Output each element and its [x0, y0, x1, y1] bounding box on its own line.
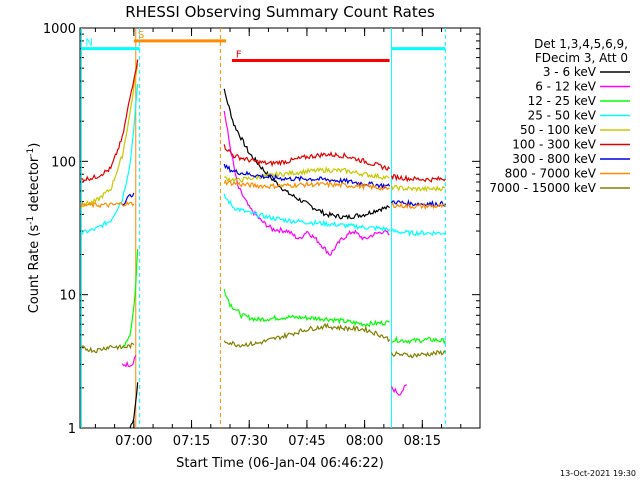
- legend: Det 1,3,4,5,6,9,FDecim 3, Att 03 - 6 keV…: [489, 37, 630, 195]
- annotation-label: F: [236, 50, 242, 61]
- y-axis-label-main: Count Rate (s: [27, 225, 42, 314]
- y-tick-label: 10: [59, 289, 76, 304]
- legend-entry-label: 100 - 300 keV: [512, 138, 596, 152]
- series-line: [223, 144, 391, 172]
- series-line: [391, 228, 446, 238]
- series-line: [81, 83, 139, 235]
- series-line: [390, 198, 446, 208]
- series-line: [80, 342, 135, 354]
- y-tick-label: 1000: [43, 22, 76, 37]
- y-axis-label-close: ): [27, 143, 42, 148]
- series-line: [223, 166, 390, 184]
- x-tick-label: 07:45: [288, 434, 325, 449]
- x-axis-label: Start Time (06-Jan-04 06:46:22): [176, 456, 384, 471]
- legend-entry-label: 6 - 12 keV: [535, 80, 597, 94]
- legend-header: Det 1,3,4,5,6,9,: [534, 37, 628, 51]
- y-axis-label: Count Rate (s-1 detector-1): [26, 143, 42, 314]
- legend-header: FDecim 3, Att 0: [535, 51, 628, 65]
- legend-entry-label: 12 - 25 keV: [528, 94, 597, 108]
- series-line: [390, 384, 407, 396]
- series-line: [390, 173, 446, 183]
- x-tick-label: 07:15: [173, 434, 210, 449]
- series-group: [80, 59, 446, 428]
- series-line: [122, 192, 135, 206]
- series-line: [223, 322, 391, 348]
- series-line: [391, 335, 446, 345]
- series-line: [390, 349, 446, 359]
- series-line: [121, 355, 137, 368]
- y-tick-label: 1: [68, 422, 76, 437]
- y-axis-label-tail: detector: [27, 156, 42, 216]
- y-tick-label: 100: [51, 155, 76, 170]
- series-line: [223, 110, 390, 257]
- series-line: [223, 88, 390, 220]
- plot-frame: [79, 27, 481, 429]
- legend-entry-label: 50 - 100 keV: [520, 123, 597, 137]
- x-tick-label: 08:15: [404, 434, 441, 449]
- series-line: [223, 193, 391, 233]
- x-tick-label: 07:00: [115, 434, 152, 449]
- footer-timestamp: 13-Oct-2021 19:30: [560, 469, 636, 478]
- annotation-label: S: [138, 30, 144, 41]
- series-line: [80, 63, 139, 208]
- legend-entry-label: 800 - 7000 keV: [505, 167, 597, 181]
- series-line: [223, 289, 390, 328]
- annotation-label: N: [85, 38, 92, 49]
- plot-area: 1 10 100 1000 07:00 07:15 07:30 07:45 08:00 08:15…: [43, 22, 481, 449]
- series-line: [80, 200, 135, 209]
- legend-entry-label: 300 - 800 keV: [512, 152, 596, 166]
- series-line: [390, 184, 446, 193]
- series-line: [129, 382, 139, 428]
- legend-entry-label: 7000 - 15000 keV: [489, 181, 596, 195]
- series-line: [81, 59, 139, 183]
- series-line: [223, 179, 390, 192]
- series-line: [121, 248, 139, 348]
- series-line: [391, 201, 446, 211]
- y-axis-label-sup: -1: [26, 216, 36, 225]
- chart-title: RHESSI Observing Summary Count Rates: [125, 3, 435, 21]
- legend-entry-label: 25 - 50 keV: [528, 109, 597, 123]
- x-tick-label: 08:00: [346, 434, 383, 449]
- y-axis-label-sup2: -1: [26, 148, 36, 157]
- legend-entry-label: 3 - 6 keV: [543, 65, 597, 79]
- x-tick-label: 07:30: [230, 434, 267, 449]
